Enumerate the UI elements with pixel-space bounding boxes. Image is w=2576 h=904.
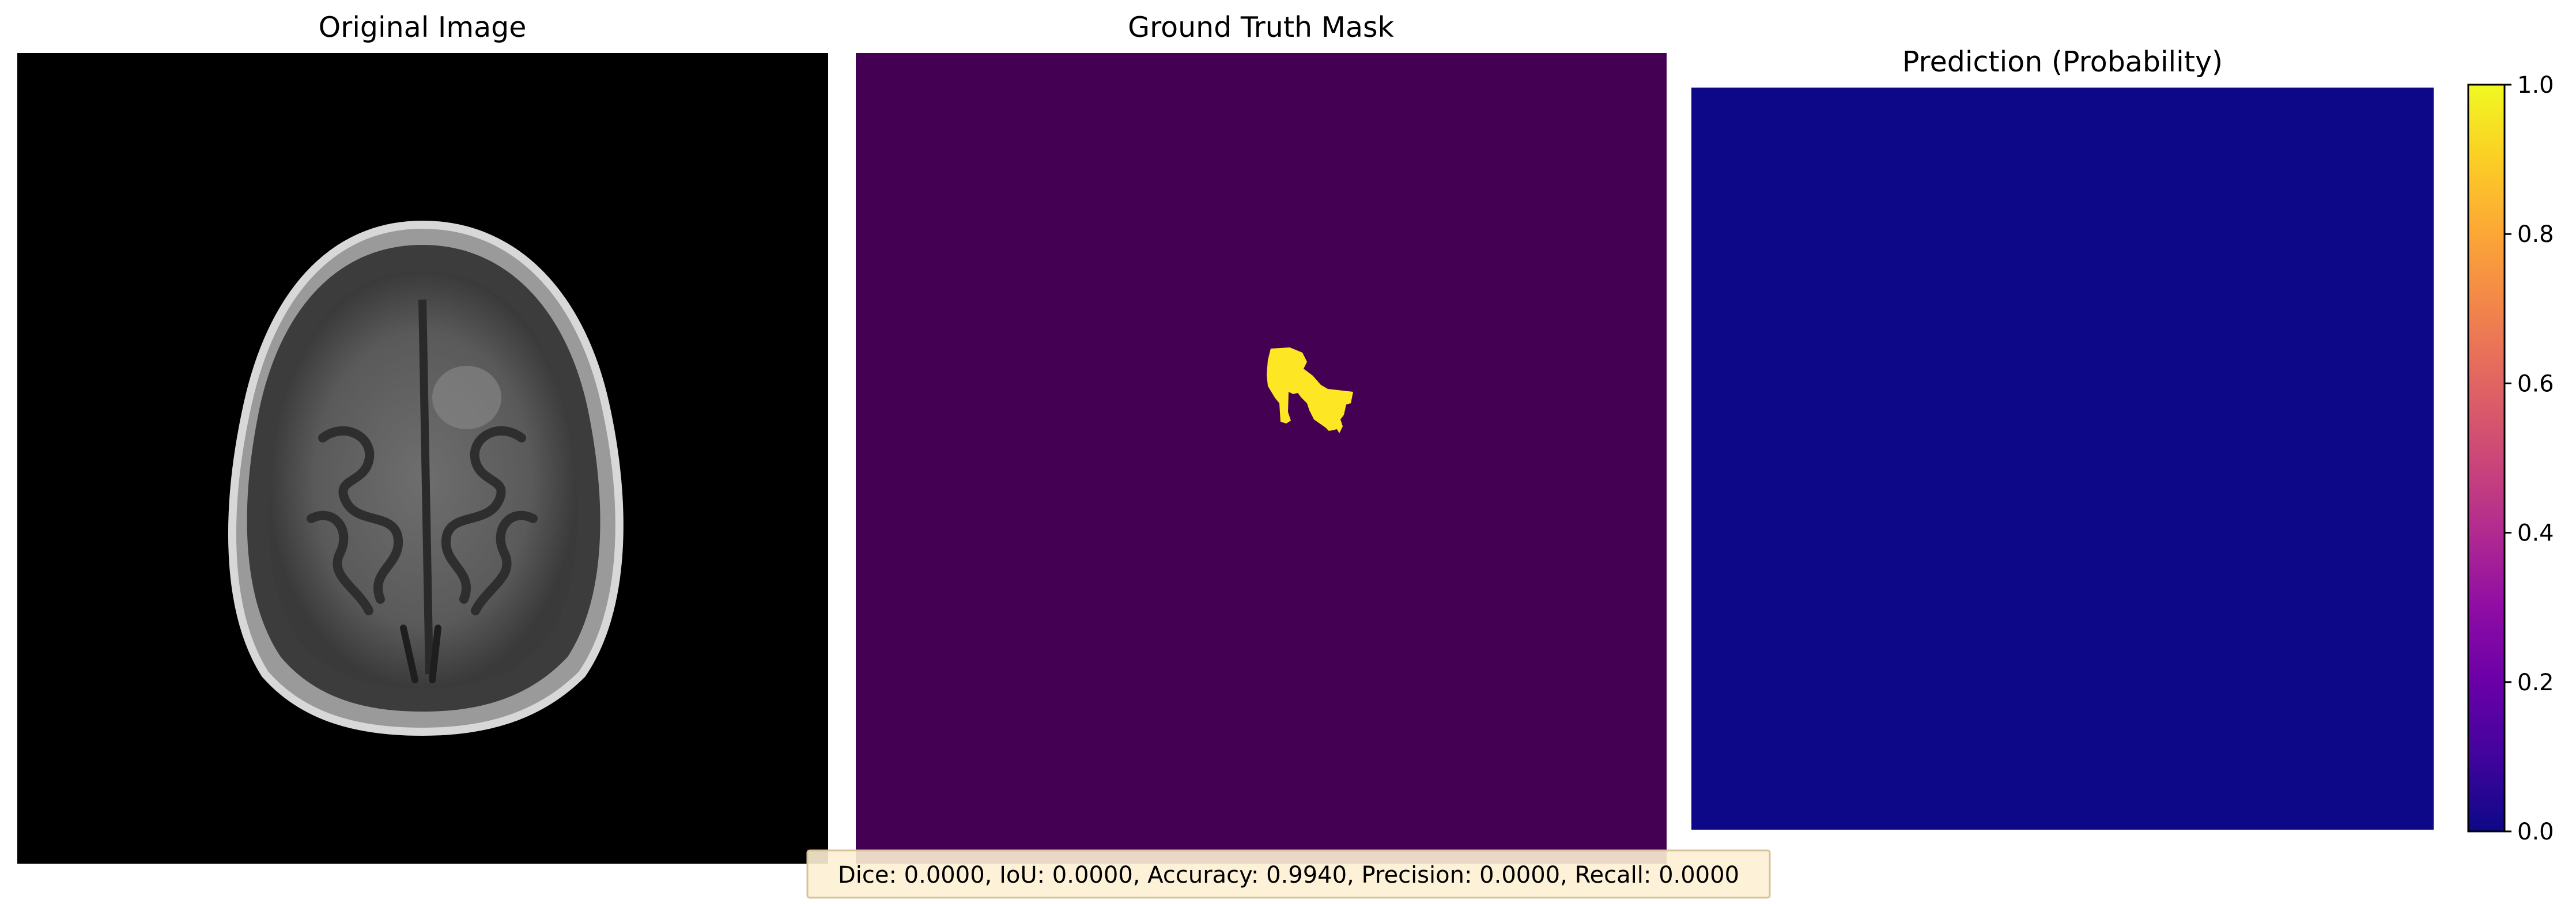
- prediction-title: Prediction (Probability): [1902, 46, 2223, 78]
- mask-background: [856, 53, 1667, 864]
- colorbar-ticks: 0.0 0.2 0.4 0.6 0.8 1.0: [2505, 72, 2554, 845]
- colorbar-tick-label: 0.8: [2517, 221, 2554, 248]
- brain-midline: [418, 299, 433, 675]
- gyri-right: [441, 426, 538, 615]
- posterior-sulci: [400, 625, 441, 683]
- ground-truth-title: Ground Truth Mask: [1128, 11, 1394, 44]
- ground-truth-mask: [856, 53, 1667, 864]
- colorbar-tick-label: 0.6: [2517, 370, 2554, 397]
- gyri-left: [307, 426, 403, 615]
- frontal-bright-region: [432, 366, 501, 429]
- lesion-region: [1267, 347, 1353, 433]
- colorbar-gradient: [2467, 84, 2506, 833]
- colorbar-tick-label: 0.2: [2517, 670, 2554, 696]
- metrics-box-background: [806, 849, 1771, 899]
- colorbar-tick-label: 0.4: [2517, 520, 2554, 547]
- original-image-title: Original Image: [319, 11, 527, 44]
- original-image: [17, 53, 828, 864]
- metrics-text: Dice: 0.0000, IoU: 0.0000, Accuracy: 0.9…: [838, 862, 1739, 888]
- metrics-box: Dice: 0.0000, IoU: 0.0000, Accuracy: 0.9…: [806, 849, 1771, 899]
- prediction-heatmap: [1691, 88, 2434, 830]
- colorbar-tick-label: 1.0: [2517, 72, 2554, 99]
- colorbar-tick-label: 0.0: [2517, 819, 2554, 845]
- colorbar: 0.0 0.2 0.4 0.6 0.8 1.0: [2467, 72, 2554, 845]
